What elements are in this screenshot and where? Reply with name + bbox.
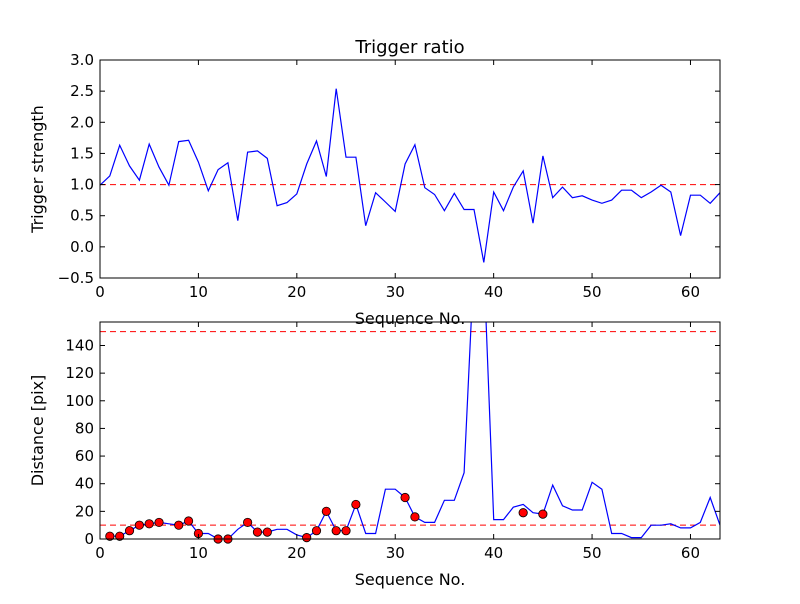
data-point-marker bbox=[174, 520, 184, 530]
data-point-marker bbox=[518, 508, 528, 518]
data-point-marker bbox=[400, 492, 410, 503]
y-axis-label: Trigger strength bbox=[28, 105, 47, 234]
y-tick-label: 1.5 bbox=[70, 144, 94, 162]
y-tick-label: 3.0 bbox=[70, 51, 94, 69]
y-tick-label: 0.5 bbox=[70, 207, 94, 225]
y-tick-label: 2.0 bbox=[70, 113, 94, 131]
y-tick-label: 20 bbox=[75, 502, 94, 520]
y-tick-label: 100 bbox=[65, 392, 94, 410]
y-tick-label: 120 bbox=[65, 364, 94, 382]
x-tick-label: 0 bbox=[95, 544, 105, 562]
axes-frame bbox=[99, 59, 721, 279]
data-point-marker bbox=[243, 517, 253, 528]
x-tick-label: 60 bbox=[681, 283, 700, 301]
series-line-0 bbox=[100, 88, 720, 263]
data-point-marker bbox=[154, 517, 164, 528]
data-point-marker bbox=[311, 526, 322, 536]
chart-title: Trigger ratio bbox=[354, 37, 464, 58]
data-point-marker bbox=[115, 531, 125, 541]
data-point-marker bbox=[341, 526, 351, 536]
x-tick-label: 30 bbox=[386, 544, 405, 562]
data-point-marker bbox=[302, 533, 312, 543]
data-point-marker bbox=[262, 527, 272, 537]
x-tick-label: 40 bbox=[484, 283, 503, 301]
y-tick-label: 1.0 bbox=[70, 176, 94, 194]
y-tick-label: 140 bbox=[65, 336, 94, 354]
y-tick-label: 60 bbox=[75, 447, 94, 465]
x-tick-label: 20 bbox=[287, 283, 306, 301]
x-tick-label: 0 bbox=[95, 283, 105, 301]
x-axis-label: Sequence No. bbox=[355, 309, 466, 328]
x-tick-label: 50 bbox=[583, 283, 602, 301]
x-tick-label: 10 bbox=[189, 283, 208, 301]
y-tick-label: 0.0 bbox=[70, 238, 94, 256]
x-tick-label: 50 bbox=[583, 544, 602, 562]
data-point-marker bbox=[144, 519, 154, 529]
data-point-marker bbox=[351, 499, 361, 510]
data-point-marker bbox=[105, 531, 115, 541]
x-tick-label: 30 bbox=[386, 283, 405, 301]
x-axis-label: Sequence No. bbox=[355, 570, 466, 589]
data-point-marker bbox=[538, 509, 548, 519]
data-point-marker bbox=[410, 512, 420, 522]
y-tick-label: −0.5 bbox=[58, 269, 94, 287]
data-point-marker bbox=[331, 526, 341, 536]
y-tick-label: 2.5 bbox=[70, 82, 94, 100]
x-tick-label: 40 bbox=[484, 544, 503, 562]
data-point-marker bbox=[134, 520, 144, 530]
x-tick-label: 20 bbox=[287, 544, 306, 562]
data-point-marker bbox=[321, 506, 331, 516]
y-tick-label: 40 bbox=[75, 475, 94, 493]
axes-frame bbox=[99, 321, 721, 540]
top-plot-trigger-ratio: 0 10 20 30 40 50 60 −0.5 0.0 0.5 1.0 1.5 2.0 2.5 3.0 Se… bbox=[28, 37, 721, 328]
data-point-marker bbox=[124, 526, 135, 536]
y-axis-label: Distance [pix] bbox=[28, 375, 47, 487]
x-tick-label: 10 bbox=[189, 544, 208, 562]
data-point-marker bbox=[252, 527, 263, 537]
bottom-plot-distance: 0 10 20 30 40 50 60 0 20 40 60 80 100 120 140 Sequence … bbox=[28, 321, 721, 589]
y-tick-label: 80 bbox=[75, 419, 94, 437]
y-tick-label: 0 bbox=[84, 530, 94, 548]
data-point-marker bbox=[183, 516, 194, 526]
x-tick-label: 60 bbox=[681, 544, 700, 562]
